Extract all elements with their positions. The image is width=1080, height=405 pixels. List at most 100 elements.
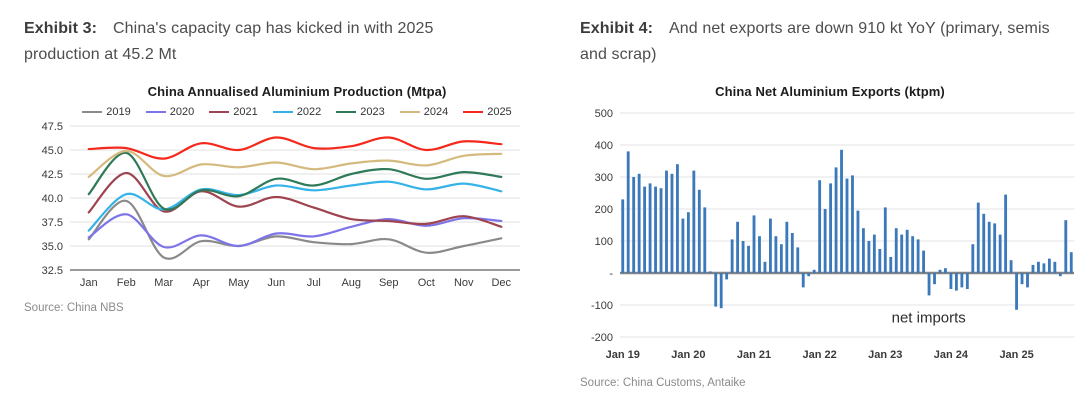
export-bar: [643, 186, 647, 273]
svg-text:May: May: [228, 277, 249, 289]
svg-text:Aug: Aug: [341, 277, 361, 289]
svg-text:Jan 22: Jan 22: [803, 349, 837, 361]
svg-text:Jun: Jun: [267, 277, 285, 289]
export-bar: [971, 244, 975, 273]
export-bar: [954, 272, 958, 291]
export-bar: [752, 215, 756, 273]
exhibit-4-label: Exhibit 4:: [580, 20, 654, 37]
legend-item-2024: 2024: [399, 106, 448, 118]
legend-swatch-2023: [336, 110, 357, 113]
exhibit-3-source: Source: China NBS: [24, 301, 124, 314]
exhibit-4-heading: Exhibit 4: And net exports are down 910 k…: [580, 16, 1054, 68]
export-bar: [900, 234, 904, 273]
legend-swatch-2020: [145, 110, 166, 113]
legend-item-2022: 2022: [272, 106, 321, 118]
export-bar: [818, 180, 822, 273]
export-bar: [1053, 261, 1057, 273]
export-bar: [823, 208, 827, 273]
export-bar: [626, 151, 630, 273]
net-imports-annotation: net imports: [892, 309, 966, 326]
export-bar: [965, 272, 969, 289]
export-bar: [686, 212, 690, 273]
export-bar: [654, 186, 657, 273]
svg-text:Jan 23: Jan 23: [868, 349, 902, 361]
production-chart-title: China Annualised Aluminium Production (M…: [147, 83, 447, 99]
export-bar: [730, 239, 734, 273]
export-bar: [670, 173, 674, 273]
svg-text:-100: -100: [591, 300, 613, 312]
export-bar: [1031, 264, 1035, 273]
export-bar: [1015, 272, 1018, 310]
exhibit-3-panel: Exhibit 3: China's capacity cap has kicke…: [24, 16, 520, 314]
svg-text:Jul: Jul: [307, 277, 321, 289]
legend-swatch-2022: [272, 110, 293, 113]
export-bar: [933, 272, 936, 285]
export-bar: [637, 173, 641, 273]
svg-text:Apr: Apr: [193, 277, 210, 289]
export-bar: [889, 256, 893, 273]
svg-text:Mar: Mar: [154, 277, 173, 289]
export-bar: [840, 149, 843, 273]
export-bar: [878, 248, 882, 273]
export-bar: [949, 272, 953, 289]
exhibit-4-panel: Exhibit 4: And net exports are down 910 k…: [540, 0, 1080, 405]
export-bar: [872, 234, 876, 273]
svg-text:Jan 19: Jan 19: [606, 349, 640, 361]
export-bar: [774, 236, 778, 273]
legend-item-2019: 2019: [82, 106, 131, 118]
svg-text:35.0: 35.0: [42, 241, 63, 253]
export-bar: [1020, 272, 1024, 285]
export-bar: [1004, 194, 1008, 273]
export-bar: [927, 272, 931, 296]
legend-swatch-2021: [209, 110, 230, 113]
export-bar: [665, 170, 668, 273]
svg-text:300: 300: [595, 172, 613, 184]
export-bar: [1009, 260, 1013, 273]
exports-chart-title: China Net Aluminium Exports (ktpm): [715, 83, 945, 99]
export-bar: [911, 236, 915, 273]
export-bar: [1042, 263, 1046, 273]
export-bar: [708, 271, 712, 273]
export-bar: [807, 272, 811, 277]
export-bar: [725, 272, 729, 280]
svg-text:Feb: Feb: [117, 277, 136, 289]
line-2019: [87, 199, 503, 260]
svg-text:32.5: 32.5: [42, 265, 63, 277]
export-bar: [747, 245, 750, 273]
svg-text:37.5: 37.5: [42, 217, 63, 229]
svg-text:-: -: [609, 268, 613, 280]
export-bar: [801, 272, 805, 288]
export-bar: [938, 269, 942, 273]
export-bar: [648, 183, 652, 273]
export-bar: [960, 272, 964, 288]
export-bar: [976, 202, 980, 273]
svg-text:42.5: 42.5: [42, 169, 63, 181]
svg-text:-200: -200: [591, 332, 613, 344]
exhibit-3-heading: Exhibit 3: China's capacity cap has kicke…: [24, 16, 498, 68]
svg-text:400: 400: [595, 140, 613, 152]
export-bar: [736, 221, 740, 273]
svg-text:Sep: Sep: [379, 277, 399, 289]
svg-text:500: 500: [595, 108, 613, 120]
export-bar: [632, 176, 636, 273]
export-bar: [714, 272, 718, 307]
export-bar: [916, 239, 920, 273]
export-bar: [681, 218, 685, 273]
svg-text:Jan 21: Jan 21: [737, 349, 771, 361]
export-bar: [834, 167, 838, 273]
export-bar: [719, 272, 723, 309]
svg-text:Oct: Oct: [418, 277, 435, 289]
line-2022: [87, 180, 503, 232]
export-bar: [905, 229, 909, 273]
svg-text:Nov: Nov: [454, 277, 474, 289]
export-bar: [812, 269, 816, 273]
export-bar: [894, 228, 898, 273]
export-bar: [703, 207, 707, 273]
export-bar: [883, 207, 887, 273]
export-bar: [758, 236, 761, 273]
export-bar: [1064, 220, 1068, 273]
export-bar: [659, 188, 663, 273]
svg-text:40.0: 40.0: [42, 193, 63, 205]
line-2020: [87, 213, 503, 249]
